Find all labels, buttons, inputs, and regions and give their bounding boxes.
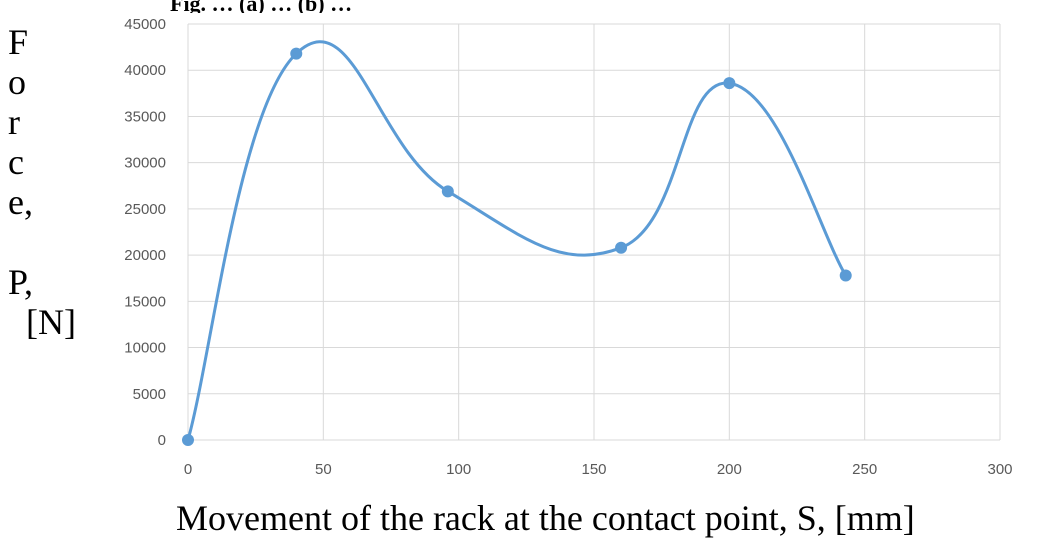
x-tick-label: 100 — [446, 461, 471, 478]
series-line — [186, 40, 847, 441]
y-tick-label: 15000 — [124, 293, 166, 310]
header-fragment: Fig. … (a) … (b) … — [170, 0, 353, 13]
y-axis-label-line: o — [8, 62, 26, 102]
y-tick-label: 5000 — [133, 386, 166, 403]
x-tick-labels: 0 50 100 150 200 250 300 — [184, 461, 1013, 478]
y-tick-label: 35000 — [124, 108, 166, 125]
y-tick-labels: 0 5000 10000 15000 20000 25000 30000 35000 40000… — [124, 16, 166, 449]
data-point-marker — [839, 269, 852, 282]
y-tick-label: 45000 — [124, 16, 166, 33]
grid-lines — [187, 23, 1001, 441]
data-point-marker — [615, 241, 628, 254]
data-point-marker — [723, 77, 736, 90]
x-tick-label: 150 — [581, 461, 606, 478]
y-axis-label-line: [N] — [26, 302, 76, 342]
x-tick-label: 300 — [987, 461, 1012, 478]
y-axis-label-line: e, — [8, 182, 33, 222]
y-tick-label: 10000 — [124, 340, 166, 357]
x-tick-label: 0 — [184, 461, 192, 478]
y-tick-label: 20000 — [124, 247, 166, 264]
data-point-marker — [182, 434, 194, 446]
y-axis-label-line: r — [8, 102, 20, 142]
y-axis-label-line: F — [8, 22, 29, 62]
y-tick-label: 40000 — [124, 62, 166, 79]
x-tick-label: 200 — [717, 461, 742, 478]
x-tick-label: 250 — [852, 461, 877, 478]
y-tick-label: 0 — [158, 432, 166, 449]
y-tick-label: 30000 — [124, 155, 166, 172]
x-axis-label: Movement of the rack at the contact poin… — [176, 498, 915, 538]
data-point-marker — [441, 185, 454, 198]
x-tick-label: 50 — [315, 461, 332, 478]
data-point-marker — [290, 47, 303, 60]
y-axis-label-line: P, — [8, 262, 34, 302]
y-axis-label-line: c — [8, 142, 24, 182]
clipped-header-text: Fig. … (a) … (b) … — [170, 0, 830, 13]
data-point-markers — [182, 47, 852, 446]
y-tick-label: 25000 — [124, 201, 166, 218]
y-axis-label: F o r c e, P, [N] — [8, 22, 98, 342]
